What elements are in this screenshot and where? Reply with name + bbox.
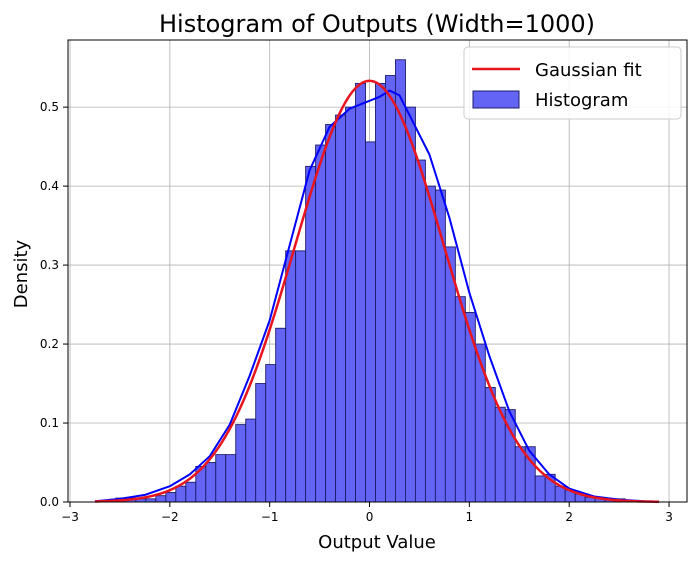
y-tick-label: 0.3 [40, 258, 59, 272]
histogram-bar [205, 462, 217, 503]
histogram-bar [245, 418, 257, 503]
histogram-bar [285, 250, 297, 503]
legend-histogram-label: Histogram [535, 90, 628, 111]
chart-title: Histogram of Outputs (Width=1000) [159, 10, 595, 38]
histogram-bar [185, 481, 197, 503]
histogram-bar [235, 424, 247, 503]
gaussian-fit-line [94, 79, 660, 504]
histogram-bar [315, 144, 327, 503]
histogram-bar [295, 250, 307, 503]
y-tick-label: 0.5 [40, 100, 59, 114]
histogram-bar [355, 82, 366, 503]
legend: Gaussian fit Histogram [463, 46, 682, 120]
legend-histogram-swatch [472, 90, 520, 109]
histogram-bar [494, 406, 506, 503]
x-tick-label: −2 [161, 510, 179, 524]
histogram-bar [335, 114, 347, 503]
y-tick-label: 0.1 [40, 416, 59, 430]
y-tick-label: 0.4 [40, 179, 59, 193]
histogram-bar [514, 446, 526, 503]
histogram-bar [305, 165, 317, 503]
y-axis-ticks: 0.0 0.1 0.2 0.3 0.4 0.5 [40, 100, 68, 509]
x-tick-label: 2 [565, 510, 573, 524]
histogram-bar [345, 106, 356, 503]
x-tick-label: −3 [61, 510, 79, 524]
histogram-bar [325, 124, 337, 503]
plot-frame [67, 39, 688, 503]
histogram-bar [215, 454, 227, 503]
histogram-bar [375, 82, 386, 503]
curve-lines [94, 79, 660, 504]
x-axis-ticks: −3 −2 −1 0 1 2 3 [61, 502, 673, 524]
histogram-bar [175, 485, 187, 503]
y-axis-label: Density [11, 239, 32, 308]
x-tick-label: 0 [366, 510, 374, 524]
histogram-bar [474, 343, 486, 503]
histogram-bar [365, 141, 376, 503]
x-tick-label: −1 [261, 510, 279, 524]
x-tick-label: 3 [665, 510, 673, 524]
histogram-bars [115, 59, 626, 503]
histogram-bar [484, 387, 496, 503]
histogram-bar [225, 454, 237, 503]
histogram-bar [165, 492, 177, 503]
histogram-bar [534, 475, 546, 503]
histogram-bar [275, 327, 287, 503]
histogram-bar [385, 75, 396, 503]
histogram-bar [255, 383, 267, 503]
x-axis-label: Output Value [318, 532, 436, 553]
y-tick-label: 0.0 [40, 495, 59, 509]
histogram-bar [454, 296, 466, 503]
x-tick-label: 1 [466, 510, 474, 524]
histogram-bar [414, 159, 426, 503]
histogram-bar [424, 185, 436, 503]
kde-line [94, 89, 660, 503]
histogram-bar [155, 495, 167, 503]
histogram-bar [444, 246, 456, 503]
legend-gaussian-label: Gaussian fit [535, 60, 642, 81]
y-tick-label: 0.2 [40, 337, 59, 351]
histogram-bar [265, 364, 277, 503]
histogram-bar [405, 106, 416, 503]
